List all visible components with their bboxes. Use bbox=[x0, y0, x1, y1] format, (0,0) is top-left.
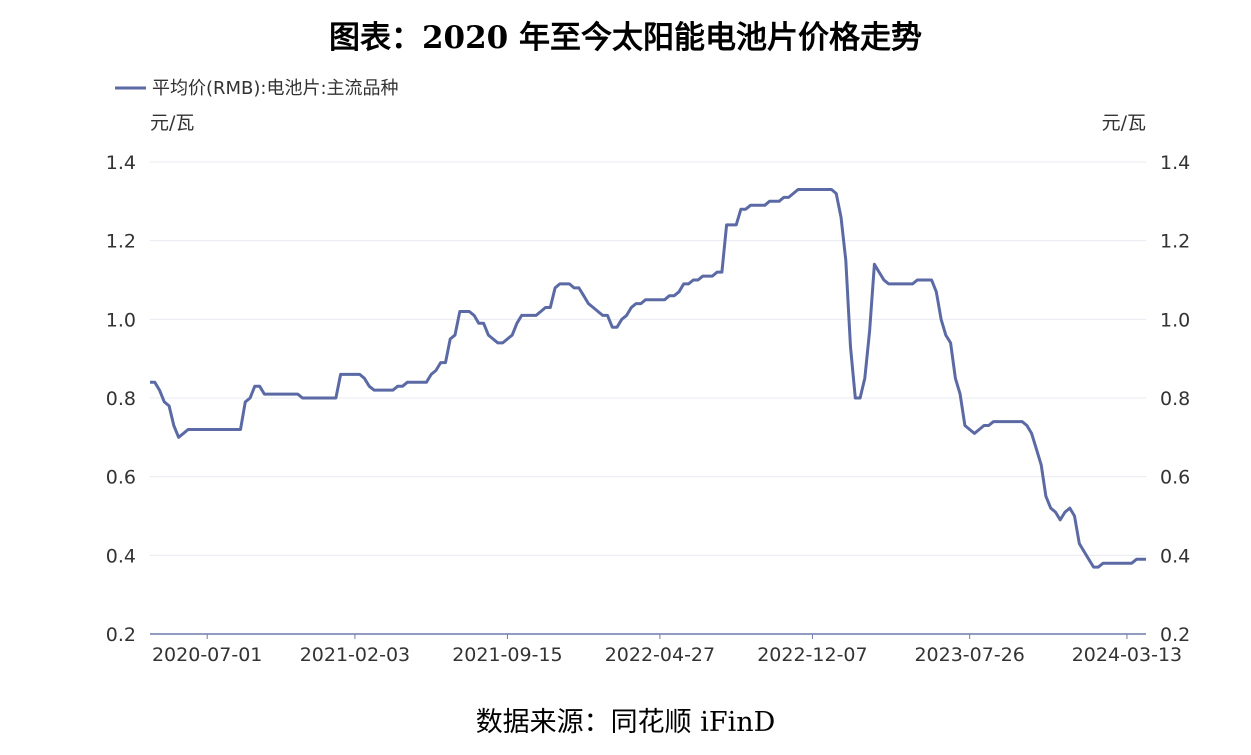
data-source-note: 数据来源：同花顺 iFinD bbox=[475, 707, 776, 738]
chart-title: 图表：2020 年至今太阳能电池片价格走势 bbox=[328, 20, 923, 56]
right-y-tick-label: 1.0 bbox=[1160, 309, 1190, 331]
x-tick-label: 2020-07-01 bbox=[152, 644, 262, 666]
left-y-unit-label: 元/瓦 bbox=[150, 112, 194, 134]
right-y-tick-label: 0.8 bbox=[1160, 388, 1190, 410]
left-y-tick-label: 1.0 bbox=[106, 309, 136, 331]
left-y-axis: 0.2 0.4 0.6 0.8 1.0 1.2 1.4 bbox=[106, 152, 136, 646]
right-y-tick-label: 0.6 bbox=[1160, 467, 1190, 489]
x-tick-label: 2022-12-07 bbox=[757, 644, 867, 666]
line-chart: 0.2 0.4 0.6 0.8 1.0 1.2 1.4 0.2 0.4 0.6 0.8 1.0 1.2… bbox=[106, 78, 1190, 666]
x-tick-label: 2024-03-13 bbox=[1072, 644, 1182, 666]
x-axis: 2020-07-01 2021-02-03 2021-09-15 2022-04-27… bbox=[152, 634, 1182, 666]
right-y-tick-label: 1.4 bbox=[1160, 152, 1190, 174]
grid-lines bbox=[150, 161, 1146, 556]
right-y-tick-label: 0.2 bbox=[1160, 624, 1190, 646]
left-y-tick-label: 0.4 bbox=[106, 545, 136, 567]
left-y-tick-label: 0.6 bbox=[106, 467, 136, 489]
series-line bbox=[150, 188, 1146, 569]
x-tick-label: 2022-04-27 bbox=[605, 644, 715, 666]
left-y-tick-label: 1.4 bbox=[106, 152, 136, 174]
legend-label: 平均价(RMB):电池片:主流品种 bbox=[152, 78, 399, 99]
right-y-tick-label: 0.4 bbox=[1160, 545, 1190, 567]
legend[interactable]: 平均价(RMB):电池片:主流品种 bbox=[115, 78, 399, 99]
right-y-axis: 0.2 0.4 0.6 0.8 1.0 1.2 1.4 bbox=[1160, 152, 1190, 646]
left-y-tick-label: 1.2 bbox=[106, 231, 136, 253]
right-y-tick-label: 1.2 bbox=[1160, 231, 1190, 253]
x-tick-label: 2021-09-15 bbox=[452, 644, 562, 666]
left-y-tick-label: 0.8 bbox=[106, 388, 136, 410]
left-y-tick-label: 0.2 bbox=[106, 624, 136, 646]
right-y-unit-label: 元/瓦 bbox=[1102, 112, 1146, 134]
x-tick-label: 2021-02-03 bbox=[300, 644, 410, 666]
x-tick-label: 2023-07-26 bbox=[914, 644, 1024, 666]
